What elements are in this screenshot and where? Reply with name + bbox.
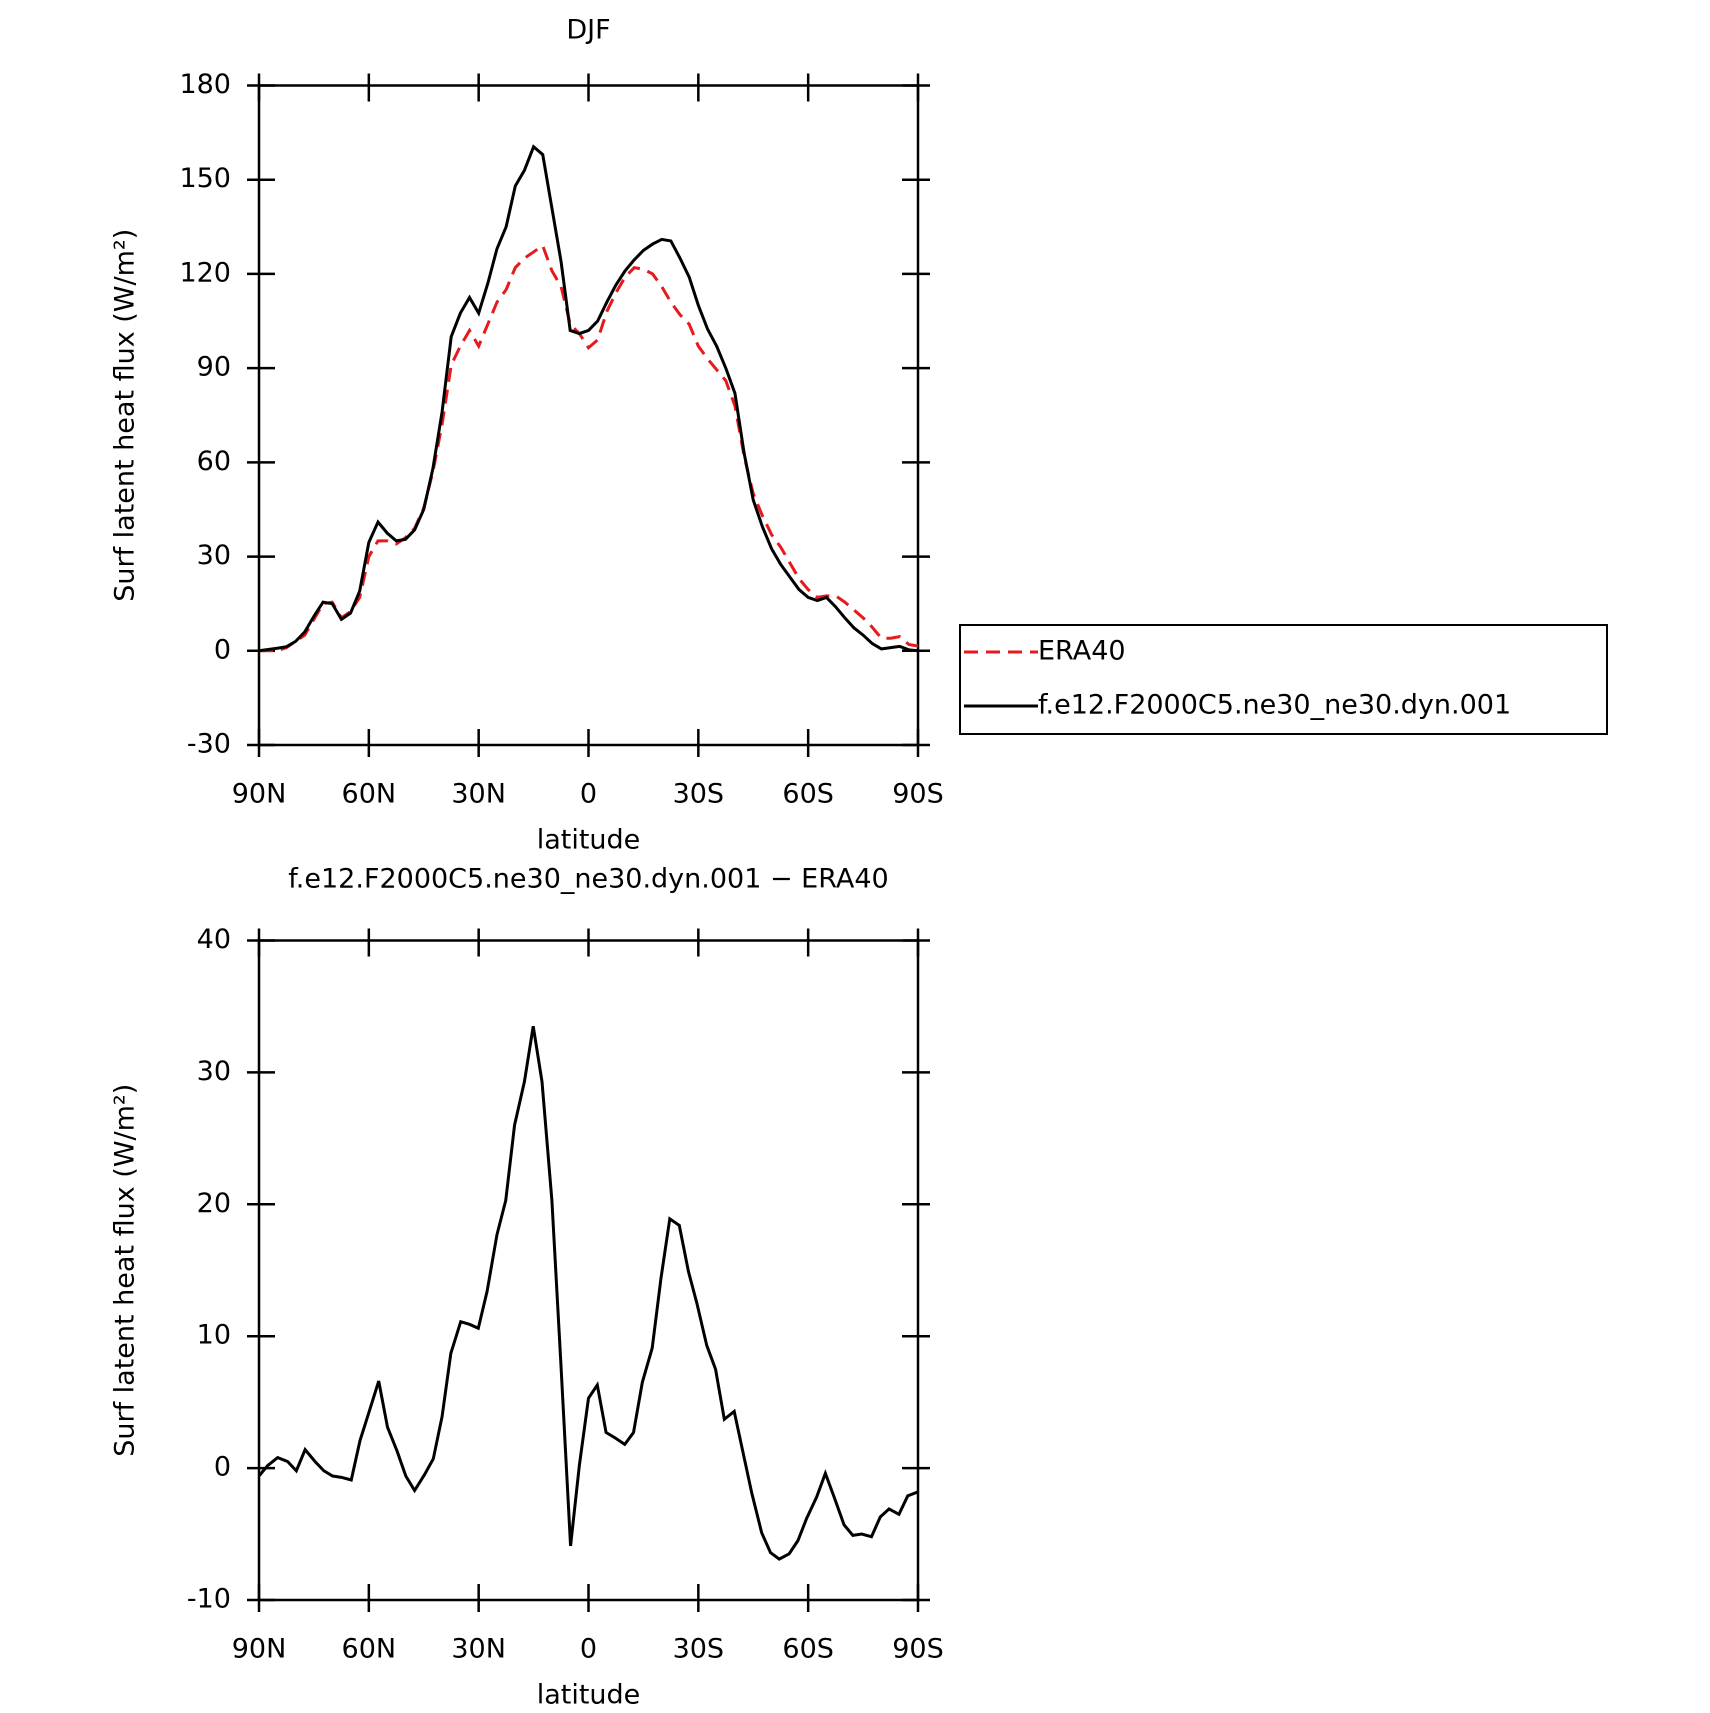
y-tick-label: -10 [187, 1584, 231, 1615]
x-tick-label: 60N [342, 1634, 397, 1665]
data-line [257, 1026, 919, 1561]
x-tick-label: 90N [232, 1634, 287, 1665]
legend-label: f.e12.F2000C5.ne30_ne30.dyn.001 [1038, 690, 1511, 721]
x-tick-label: 60N [342, 779, 397, 810]
x-tick-label: 30N [451, 779, 506, 810]
y-tick-label: 40 [197, 924, 231, 955]
plot-frame [257, 939, 920, 1602]
x-tick-label: 30N [451, 1634, 506, 1665]
y-tick-label: 0 [214, 634, 231, 665]
x-tick-label: 0 [580, 1634, 597, 1665]
chart-title: DJF [566, 15, 610, 46]
y-tick-label: 30 [197, 1056, 231, 1087]
y-tick-label: 30 [197, 540, 231, 571]
x-axis-label: latitude [537, 825, 641, 856]
x-tick-label: 90S [892, 779, 944, 810]
y-tick-label: 90 [197, 352, 231, 383]
legend-label: ERA40 [1038, 636, 1126, 667]
y-tick-label: 20 [197, 1188, 231, 1219]
y-tick-label: -30 [187, 729, 231, 760]
x-tick-label: 0 [580, 779, 597, 810]
x-tick-label: 90S [892, 1634, 944, 1665]
y-axis-label: Surf latent heat flux (W/m²) [110, 1084, 141, 1457]
x-tick-label: 90N [232, 779, 287, 810]
y-tick-label: 60 [197, 446, 231, 477]
data-line [259, 243, 919, 653]
x-tick-label: 30S [673, 779, 725, 810]
plot-frame [257, 84, 920, 747]
y-tick-label: 10 [197, 1320, 231, 1351]
y-axis-label: Surf latent heat flux (W/m²) [110, 229, 141, 602]
legend-box [959, 624, 1608, 735]
x-tick-label: 30S [673, 1634, 725, 1665]
x-tick-label: 60S [782, 779, 834, 810]
y-tick-label: 180 [179, 69, 231, 100]
x-axis-label: latitude [537, 1680, 641, 1711]
y-tick-label: 0 [214, 1452, 231, 1483]
data-line [258, 144, 919, 653]
y-tick-label: 120 [179, 257, 231, 288]
chart-title: f.e12.F2000C5.ne30_ne30.dyn.001 − ERA40 [288, 864, 888, 895]
x-tick-label: 60S [782, 1634, 834, 1665]
y-tick-label: 150 [179, 163, 231, 194]
